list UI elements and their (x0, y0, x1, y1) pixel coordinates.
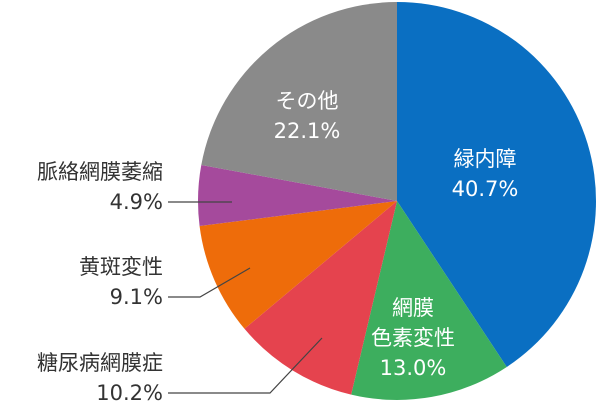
slice-value-label: 22.1% (274, 119, 341, 143)
pie-slice-0 (397, 2, 596, 367)
pie-slice-3 (199, 201, 397, 329)
slice-label: 脈絡網膜萎縮 (37, 160, 163, 184)
slice-label: 黄斑変性 (79, 255, 163, 279)
slice-label: 糖尿病網膜症 (37, 351, 163, 375)
pie-slice-4 (197, 164, 397, 226)
slice-label: その他 (276, 89, 339, 113)
slice-label: 緑内障 (454, 147, 517, 171)
slice-label: 網膜 (392, 296, 434, 320)
pie-slice-2 (244, 201, 397, 395)
slice-label: 色素変性 (371, 326, 455, 350)
leader-line (168, 267, 251, 298)
leader-line (168, 337, 323, 394)
pie-slice-5 (201, 2, 397, 201)
slice-value-label: 13.0% (380, 356, 447, 380)
slice-value-label: 9.1% (110, 285, 163, 309)
slice-value-label: 4.9% (110, 190, 163, 214)
slice-value-label: 10.2% (96, 381, 163, 405)
pie-slice-1 (351, 201, 507, 400)
slice-value-label: 40.7% (452, 177, 519, 201)
